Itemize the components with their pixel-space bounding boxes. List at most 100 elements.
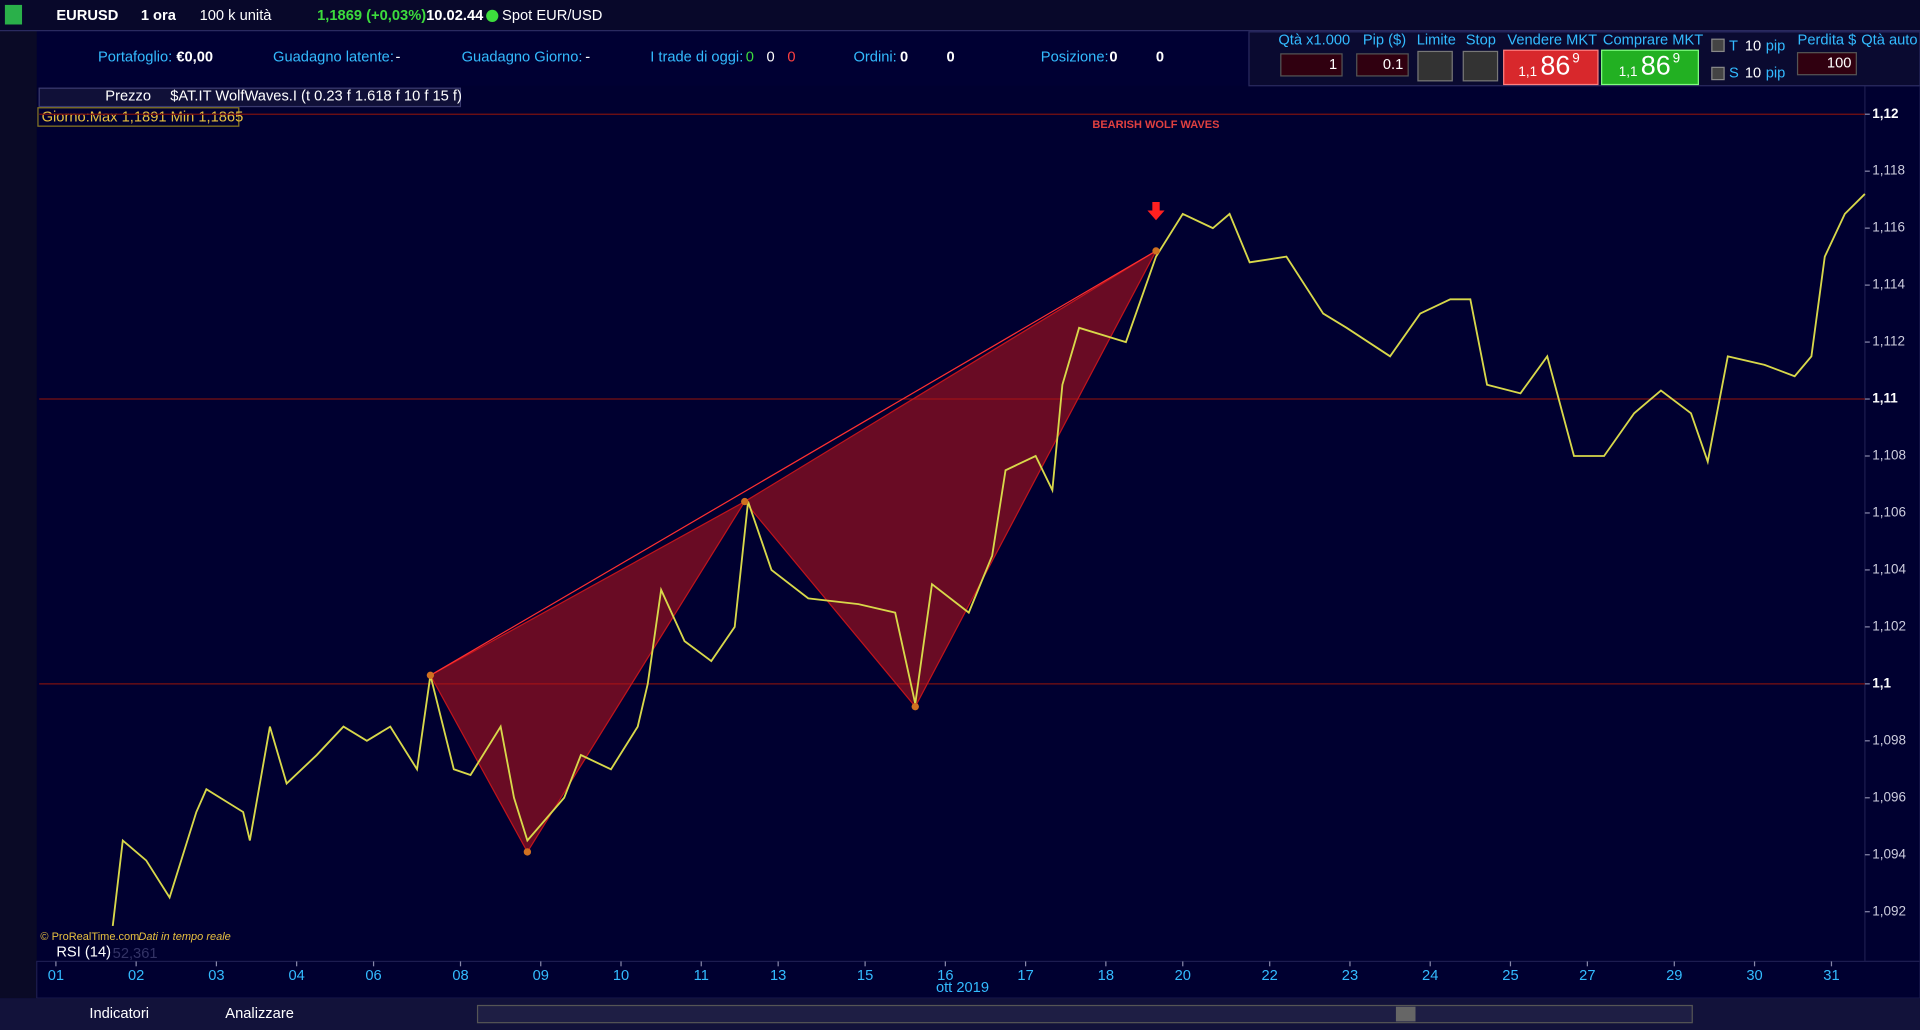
y-tick-label: 1,112 xyxy=(1872,334,1905,349)
x-tick-label: 01 xyxy=(48,968,64,984)
t-label: T xyxy=(1729,38,1738,54)
y-tick-label: 1,118 xyxy=(1872,163,1905,178)
loss-label: Perdita $ xyxy=(1798,32,1857,48)
quantity[interactable]: 100 k unità xyxy=(200,8,273,24)
price-line xyxy=(111,193,1866,927)
scroll-thumb[interactable] xyxy=(1395,1006,1416,1022)
pip[interactable]: 0.1 xyxy=(1383,57,1403,73)
legend-indicator: $AT.IT WolfWaves.I (t 0.23 f 1.618 f 10 … xyxy=(170,89,462,105)
stop-button[interactable] xyxy=(1462,50,1499,82)
pip-label: Pip ($) xyxy=(1363,32,1406,48)
date-axis xyxy=(36,960,1920,999)
y-tick-label: 1,096 xyxy=(1872,789,1906,804)
t-value[interactable]: 10 xyxy=(1745,38,1761,54)
qty-input[interactable] xyxy=(1280,53,1343,77)
symbol[interactable]: EURUSD xyxy=(56,8,118,24)
wolf-point xyxy=(741,497,749,506)
x-tick-label: 03 xyxy=(208,968,224,984)
x-tick-label: 29 xyxy=(1666,968,1682,984)
wolf-line xyxy=(430,250,1157,676)
position: 0 xyxy=(1156,49,1164,65)
portfolio-label: Portafoglio: xyxy=(98,49,172,65)
buy-button[interactable] xyxy=(1601,49,1699,86)
analyze-button[interactable]: Analizzare xyxy=(225,1006,294,1022)
x-tick-label: 22 xyxy=(1262,968,1278,984)
sell-button[interactable] xyxy=(1503,49,1599,86)
y-tick-label: 1,1 xyxy=(1872,675,1891,690)
auto-label: Qtà auto xyxy=(1861,32,1917,48)
orders: 0 xyxy=(900,49,908,65)
realtime: Dati in tempo reale xyxy=(138,931,230,943)
app-icon[interactable] xyxy=(4,4,23,25)
sell-label: Vendere MKT xyxy=(1507,32,1597,48)
plot: 1,121,1181,1161,1141,1121,111,1081,1061,… xyxy=(39,106,1906,996)
x-tick-label: 17 xyxy=(1017,968,1033,984)
t-checkbox[interactable] xyxy=(1711,38,1725,53)
wolf-point xyxy=(1152,247,1160,255)
status-dot xyxy=(486,9,499,23)
loss[interactable]: 100 xyxy=(1827,56,1852,72)
market: Spot EUR/USD xyxy=(502,8,602,24)
stop-label: Stop xyxy=(1466,32,1496,48)
y-tick-label: 1,094 xyxy=(1872,846,1906,861)
x-tick-label: 27 xyxy=(1579,968,1595,984)
annotation: BEARISH WOLF WAVES xyxy=(1092,119,1219,131)
y-tick-label: 1,114 xyxy=(1872,277,1905,292)
buy-label: Comprare MKT xyxy=(1603,32,1703,48)
buy-price[interactable]: 86 xyxy=(1641,50,1671,80)
buy-price[interactable]: 1,1 xyxy=(1619,64,1638,79)
x-tick-label: 08 xyxy=(452,968,468,984)
wolf-triangle xyxy=(429,499,747,854)
limit-button[interactable] xyxy=(1417,50,1453,82)
x-tick-label: 02 xyxy=(128,968,144,984)
x-tick-label: 13 xyxy=(770,968,786,984)
time: 10.02.44 xyxy=(426,8,484,24)
day-range: Giorno:Max 1,1891 Min 1,1865 xyxy=(42,109,244,125)
day-box xyxy=(37,107,240,127)
qty[interactable]: 1 xyxy=(1329,57,1337,73)
y-tick-label: 1,104 xyxy=(1872,561,1906,576)
buy-price[interactable]: 9 xyxy=(1673,50,1680,65)
y-tick-label: 1,12 xyxy=(1872,106,1898,121)
sell-price[interactable]: 86 xyxy=(1540,50,1570,80)
x-tick-label: 09 xyxy=(533,968,549,984)
qty-label: Qtà x1.000 xyxy=(1278,32,1350,48)
indicators-button[interactable]: Indicatori xyxy=(89,1006,149,1022)
day-gain-label: Guadagno Giorno: xyxy=(462,49,583,65)
s-unit: pip xyxy=(1766,65,1786,81)
top-bar xyxy=(0,0,1920,31)
y-tick-label: 1,106 xyxy=(1872,505,1906,520)
sell-price[interactable]: 1,1 xyxy=(1518,64,1537,79)
copyright: © ProRealTime.com xyxy=(40,931,139,943)
wolf-point xyxy=(523,848,532,856)
pip-input[interactable] xyxy=(1356,53,1409,77)
y-tick-label: 1,092 xyxy=(1872,903,1906,918)
portfolio: €0,00 xyxy=(176,49,213,65)
sell-price[interactable]: 9 xyxy=(1572,50,1579,65)
x-tick-label: 23 xyxy=(1342,968,1358,984)
y-tick-label: 1,116 xyxy=(1872,220,1905,235)
trades: 0 xyxy=(767,49,775,65)
rsi-value: 52,361 xyxy=(113,946,158,962)
day-gain: - xyxy=(585,49,590,65)
trades: 0 xyxy=(746,49,754,65)
trades: 0 xyxy=(787,49,795,65)
latent-label: Guadagno latente: xyxy=(273,49,394,65)
wolf-triangle xyxy=(743,249,1158,708)
wolf-point xyxy=(426,671,435,679)
y-tick-label: 1,108 xyxy=(1872,448,1906,463)
x-tick-label: 24 xyxy=(1422,968,1438,984)
x-axis-label: ott 2019 xyxy=(936,980,989,996)
x-tick-label: 15 xyxy=(857,968,873,984)
s-checkbox[interactable] xyxy=(1711,66,1725,81)
s-value[interactable]: 10 xyxy=(1745,65,1761,81)
scrollbar[interactable] xyxy=(476,1004,1693,1024)
rsi-label: RSI (14) xyxy=(56,945,111,961)
legend-price: Prezzo xyxy=(105,89,151,105)
y-tick-label: 1,11 xyxy=(1872,391,1898,406)
limit-label: Limite xyxy=(1417,32,1456,48)
x-tick-label: 11 xyxy=(694,968,709,984)
y-tick-label: 1,102 xyxy=(1872,618,1906,633)
loss-input[interactable] xyxy=(1796,52,1857,76)
timeframe[interactable]: 1 ora xyxy=(141,8,177,24)
